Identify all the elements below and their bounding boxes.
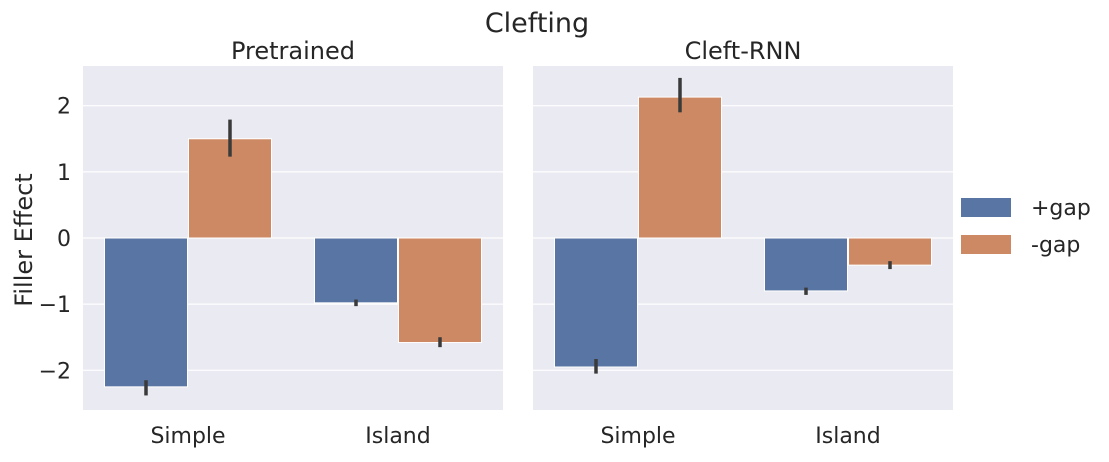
x-tick-label: Island	[365, 424, 430, 449]
legend-swatch	[961, 235, 1011, 254]
bar-gap-simple	[554, 237, 638, 368]
panel-title: Cleft-RNN	[685, 37, 802, 65]
panel-1: Cleft-RNN Simple Island	[533, 37, 953, 449]
legend-label: -gap	[1031, 233, 1080, 258]
panel-title: Pretrained	[231, 37, 355, 65]
x-tick-label: Simple	[150, 424, 225, 449]
bar-gap-island	[764, 237, 848, 292]
y-tick-label: −2	[39, 359, 71, 384]
y-axis-label: Filler Effect	[10, 173, 38, 306]
bar-gap-simple	[104, 237, 188, 388]
y-tick-label: 0	[57, 227, 71, 252]
bar-gap-simple	[638, 96, 722, 239]
x-tick-label: Simple	[600, 424, 675, 449]
bar-gap-island	[314, 237, 398, 304]
bar-gap-island	[398, 237, 482, 344]
chart-panels: −2 −1 0 1 2 Pretrained Simple Island Cleft-RNN Si…	[39, 37, 953, 449]
panel-0: −2 −1 0 1 2 Pretrained Simple Island	[39, 37, 503, 449]
chart-legend: +gap -gap	[961, 196, 1091, 258]
legend-label: +gap	[1031, 196, 1091, 221]
y-tick-label: −1	[39, 293, 71, 318]
chart-suptitle: Clefting	[485, 8, 589, 39]
legend-swatch	[961, 198, 1011, 217]
bar-gap-island	[848, 237, 932, 266]
y-tick-label: 1	[57, 161, 71, 186]
x-tick-label: Island	[815, 424, 880, 449]
y-tick-label: 2	[57, 95, 71, 120]
